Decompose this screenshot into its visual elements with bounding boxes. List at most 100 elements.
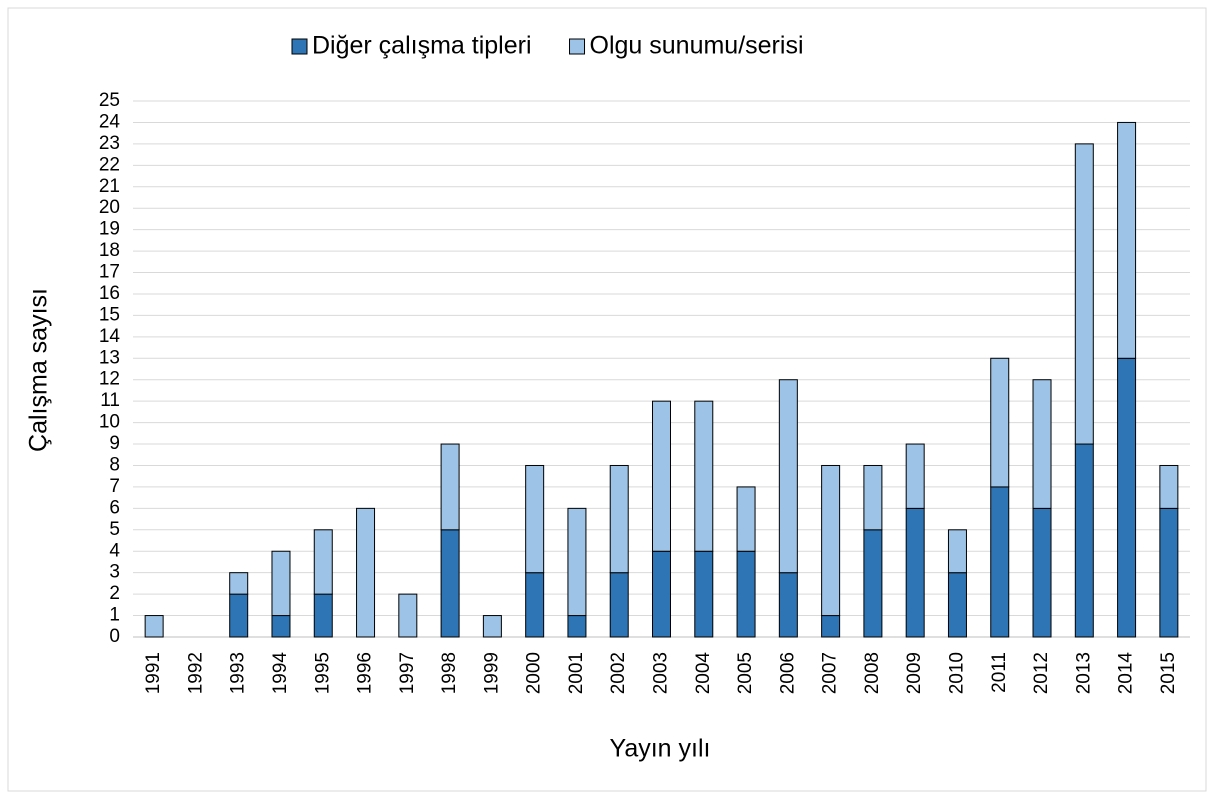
x-tick-label: 2000 bbox=[524, 652, 545, 694]
bar-segment bbox=[1159, 507, 1179, 638]
x-tick-label: 2003 bbox=[651, 652, 672, 694]
y-tick-label: 12 bbox=[99, 369, 120, 390]
bar-segment bbox=[525, 464, 545, 574]
y-tick-label: 16 bbox=[99, 283, 120, 304]
x-tick-label: 2008 bbox=[862, 652, 883, 694]
x-tick-label: 2012 bbox=[1031, 652, 1052, 694]
x-tick-label: 2009 bbox=[904, 652, 925, 694]
bar-segment bbox=[1074, 443, 1094, 638]
bar-segment bbox=[905, 507, 925, 638]
bar-segment bbox=[398, 593, 418, 638]
bar-segment bbox=[271, 550, 291, 617]
bar-segment bbox=[482, 615, 502, 638]
bar-segment bbox=[863, 464, 883, 531]
x-tick-label: 1997 bbox=[397, 652, 418, 694]
x-tick-label: 2002 bbox=[608, 652, 629, 694]
bar-segment bbox=[525, 572, 545, 638]
bar-segment bbox=[821, 615, 841, 638]
x-tick-label: 1995 bbox=[312, 652, 333, 694]
bar-segment bbox=[736, 550, 756, 638]
x-tick-label: 2005 bbox=[735, 652, 756, 694]
y-tick-label: 25 bbox=[99, 90, 120, 111]
bar-segment bbox=[229, 593, 249, 638]
bar-segment bbox=[440, 443, 460, 531]
bar-segment bbox=[1117, 121, 1137, 359]
bar-segment bbox=[947, 529, 967, 574]
y-tick-label: 6 bbox=[109, 497, 120, 518]
bar-segment bbox=[694, 400, 714, 552]
y-tick-label: 21 bbox=[99, 176, 120, 197]
bar-segment bbox=[1074, 143, 1094, 445]
y-tick-label: 18 bbox=[99, 240, 120, 261]
bar-segment bbox=[609, 464, 629, 574]
bar-segment bbox=[229, 572, 249, 595]
x-tick-label: 2011 bbox=[989, 652, 1010, 693]
x-tick-label: 1996 bbox=[355, 652, 376, 694]
legend-label: Diğer çalışma tipleri bbox=[312, 32, 532, 60]
bar-segment bbox=[694, 550, 714, 638]
y-tick-label: 22 bbox=[99, 154, 120, 175]
x-tick-label: 2006 bbox=[777, 652, 798, 694]
bar-segment bbox=[144, 615, 164, 638]
y-tick-label: 1 bbox=[109, 605, 120, 626]
legend-label: Olgu sunumu/serisi bbox=[590, 32, 804, 60]
y-tick-label: 8 bbox=[109, 454, 120, 475]
bar-segment bbox=[271, 615, 291, 638]
y-axis-title: Çalışma sayısı bbox=[25, 288, 53, 452]
x-tick-label: 2014 bbox=[1116, 652, 1137, 695]
bar-segment bbox=[1032, 507, 1052, 638]
bar-segment bbox=[990, 357, 1010, 488]
y-tick-label: 5 bbox=[109, 519, 120, 540]
bar-segment bbox=[440, 529, 460, 638]
y-tick-label: 11 bbox=[100, 390, 120, 411]
bar-segment bbox=[313, 529, 333, 595]
y-tick-label: 13 bbox=[99, 347, 120, 368]
x-tick-label: 2007 bbox=[820, 652, 841, 694]
x-tick-label: 2010 bbox=[946, 652, 967, 694]
bar-segment bbox=[652, 400, 671, 552]
y-tick-label: 10 bbox=[99, 412, 120, 433]
y-tick-label: 2 bbox=[109, 583, 120, 604]
x-tick-label: 1994 bbox=[270, 652, 291, 695]
legend-swatch bbox=[291, 38, 308, 55]
x-axis-title: Yayın yılı bbox=[610, 735, 711, 763]
x-tick-label: 2015 bbox=[1158, 652, 1179, 694]
bar-segment bbox=[863, 529, 883, 638]
bar-segment bbox=[736, 486, 756, 552]
y-tick-label: 15 bbox=[99, 304, 120, 325]
bar-segment bbox=[1032, 379, 1052, 509]
y-tick-label: 24 bbox=[99, 111, 121, 132]
x-tick-label: 2001 bbox=[566, 652, 587, 694]
bar-segment bbox=[990, 486, 1010, 638]
y-tick-label: 0 bbox=[109, 626, 120, 647]
y-tick-label: 9 bbox=[109, 433, 120, 454]
bar-segment bbox=[313, 593, 333, 638]
y-tick-label: 23 bbox=[99, 133, 120, 154]
bar-segment bbox=[1159, 464, 1179, 509]
y-tick-label: 17 bbox=[99, 262, 120, 283]
y-tick-label: 19 bbox=[99, 219, 120, 240]
x-tick-label: 1992 bbox=[185, 652, 206, 694]
bar-segment bbox=[609, 572, 629, 638]
y-tick-label: 3 bbox=[109, 562, 120, 583]
bar-segment bbox=[947, 572, 967, 638]
y-tick-label: 4 bbox=[109, 540, 120, 561]
bar-segment bbox=[567, 615, 587, 638]
y-tick-label: 7 bbox=[109, 476, 120, 497]
y-tick-label: 20 bbox=[99, 197, 120, 218]
bar-segment bbox=[1117, 357, 1137, 638]
x-tick-label: 1998 bbox=[439, 652, 460, 694]
bar-segment bbox=[652, 550, 671, 638]
legend-swatch bbox=[569, 38, 586, 55]
x-tick-label: 1991 bbox=[143, 652, 164, 694]
bar-segment bbox=[778, 379, 798, 574]
bar-segment bbox=[778, 572, 798, 638]
bar-segment bbox=[567, 507, 587, 617]
x-tick-label: 2004 bbox=[693, 652, 714, 695]
bar-segment bbox=[905, 443, 925, 509]
x-tick-label: 1993 bbox=[228, 652, 249, 694]
bar-segment bbox=[821, 464, 841, 617]
x-tick-label: 2013 bbox=[1073, 652, 1094, 694]
bar-segment bbox=[356, 507, 376, 638]
